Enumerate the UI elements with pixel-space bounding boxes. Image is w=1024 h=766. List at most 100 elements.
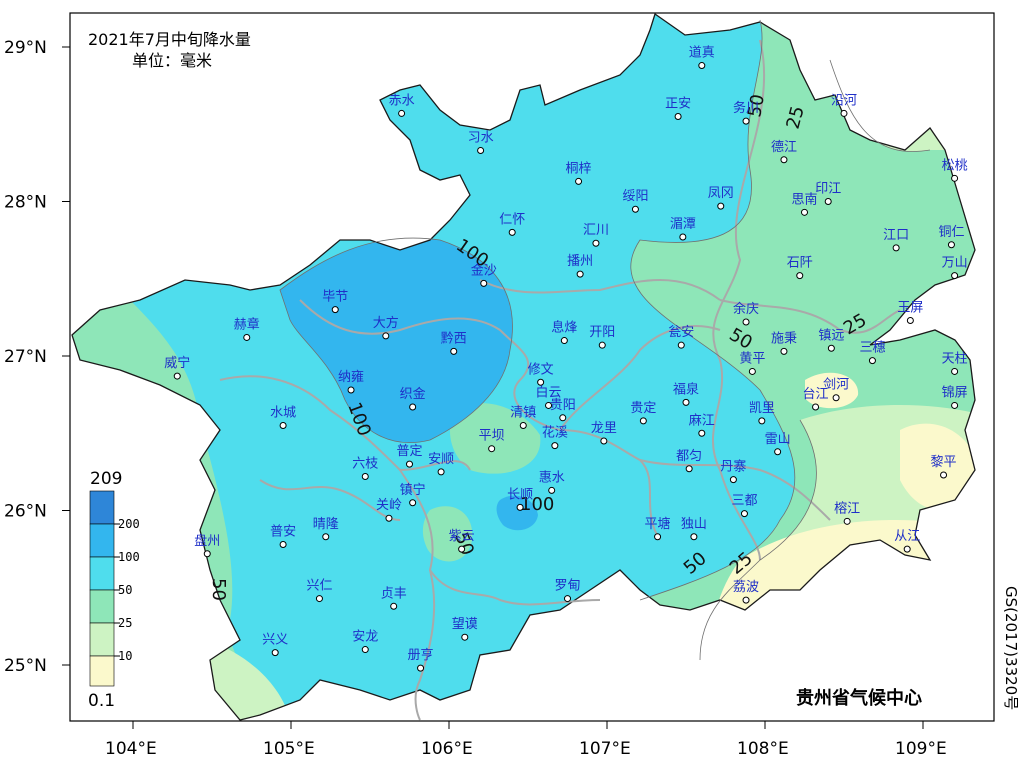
city-marker [598, 341, 606, 349]
city-label: 息烽 [551, 320, 577, 336]
city-marker [729, 476, 737, 484]
city-label: 贵阳 [550, 398, 576, 413]
contour-50 [630, 19, 796, 601]
city-label: 榕江 [834, 501, 860, 516]
axes: 29°N 28°N 27°N 26°N 25°N 104°E 105°E 106°E 107°E… [4, 38, 947, 759]
city-label: 印江 [815, 182, 841, 197]
city-label: 德江 [771, 140, 797, 155]
city-marker [516, 503, 524, 511]
city-marker [774, 448, 782, 456]
city-marker [639, 417, 647, 425]
city-label: 播州 [567, 254, 593, 269]
city-label: 荔波 [733, 580, 759, 595]
contour-lines [279, 19, 931, 661]
city-marker [385, 514, 393, 522]
contour-label: 50 [208, 578, 229, 601]
city-label: 望谟 [452, 616, 478, 632]
city-marker [690, 533, 698, 541]
city-marker [477, 147, 485, 155]
city-label: 织金 [400, 386, 426, 402]
boundary-line [414, 569, 436, 721]
city-marker [551, 442, 559, 450]
city-marker [592, 239, 600, 247]
city-label: 万山 [942, 256, 968, 271]
city-marker [682, 398, 690, 406]
city-marker [951, 272, 959, 280]
city-marker [832, 394, 840, 402]
city-label: 普安 [270, 524, 296, 539]
city-marker [458, 545, 466, 553]
city-marker [631, 205, 639, 213]
city-marker [559, 414, 567, 422]
city-label: 余庆 [733, 301, 759, 317]
city-marker [564, 595, 571, 603]
legend-min-label: 0.1 [88, 691, 115, 711]
city-marker [685, 465, 693, 473]
city-marker [279, 422, 287, 430]
city-label: 思南 [792, 191, 818, 207]
boundary-line [479, 279, 721, 301]
city-marker [437, 468, 445, 476]
city-label: 大方 [373, 315, 399, 331]
legend-level-50: 50 [118, 583, 132, 597]
city-label: 毕节 [322, 290, 348, 305]
city-label: 普定 [397, 444, 423, 459]
city-label: 兴仁 [306, 579, 332, 594]
legend-level-25: 25 [118, 616, 132, 630]
city-label: 习水 [468, 131, 494, 146]
city-marker [812, 403, 820, 411]
city-label: 威宁 [164, 355, 190, 371]
city-marker [742, 596, 750, 604]
city-label: 玉屏 [897, 300, 923, 315]
city-marker [322, 533, 330, 541]
city-marker [406, 460, 413, 468]
city-marker [742, 318, 750, 326]
city-marker [575, 177, 583, 185]
city-label: 汇川 [583, 223, 609, 238]
city-marker [951, 367, 959, 375]
city-label: 绥阳 [622, 189, 648, 204]
prefecture-boundaries [219, 39, 901, 721]
city-label: 黎平 [931, 455, 957, 470]
city-marker [560, 337, 568, 345]
city-label: 沿河 [831, 93, 857, 108]
city-label: 罗甸 [555, 579, 581, 594]
city-label: 松桃 [942, 158, 968, 173]
city-label: 镇宁 [400, 482, 426, 498]
city-label: 清镇 [510, 406, 536, 421]
city-marker [417, 664, 425, 672]
legend-swatch-200 [89, 490, 115, 525]
contour-25 [699, 419, 817, 661]
boundary-line [639, 459, 831, 521]
legend-level-200: 200 [118, 517, 140, 531]
city-label: 关岭 [376, 498, 402, 513]
city-label: 安顺 [428, 452, 454, 467]
city-label: 六枝 [352, 457, 378, 472]
city-label: 贞丰 [381, 586, 407, 601]
city-marker [203, 550, 211, 558]
city-label: 水城 [270, 406, 296, 421]
lon-tick-label: 106°E [421, 739, 473, 759]
legend: 209 200 100 50 25 10 0.1 [88, 469, 140, 711]
city-marker [390, 602, 398, 610]
city-label: 铜仁 [938, 225, 964, 240]
contour-25 [829, 59, 931, 152]
city-marker [545, 401, 553, 409]
city-label: 白云 [536, 384, 562, 400]
city-marker [409, 499, 417, 507]
city-label: 龙里 [591, 421, 617, 436]
city-marker [679, 233, 687, 241]
city-label: 雷山 [765, 432, 791, 447]
city-label: 丹寨 [720, 459, 746, 475]
contour-100 [279, 237, 513, 443]
city-marker [868, 357, 876, 365]
city-label: 册亨 [408, 647, 434, 663]
city-marker [654, 533, 662, 541]
city-marker [537, 378, 545, 386]
city-label: 仁怀 [499, 212, 525, 227]
zone-25-50-central [450, 403, 541, 474]
city-marker [748, 367, 756, 375]
city-label: 正安 [665, 97, 691, 112]
city-label: 黄平 [739, 351, 765, 366]
